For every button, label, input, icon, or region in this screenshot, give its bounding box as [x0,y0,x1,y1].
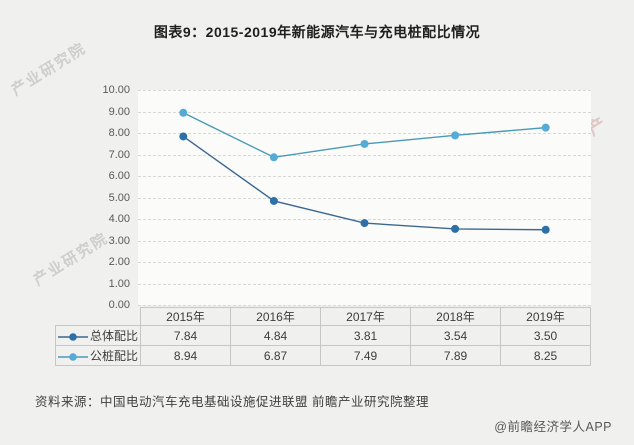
table-value-cell: 3.54 [410,325,501,346]
gridline [138,176,591,177]
table-row-series-0: 总体配比 7.84 4.84 3.81 3.54 3.50 [55,325,591,346]
y-axis-tick-label: 9.00 [108,105,130,118]
table-value-cell: 7.49 [320,345,411,366]
table-value-cell: 8.25 [500,345,591,366]
gridline [138,262,591,263]
data-point-marker [451,224,460,233]
table-value-cell: 3.81 [320,325,411,346]
y-axis-tick-label: 3.00 [108,234,130,247]
data-point-marker [360,219,369,228]
source-note: 资料来源：中国电动汽车充电基础设施促进联盟 前瞻产业研究院整理 [35,395,429,409]
table-corner-cell [56,308,141,326]
page-title: 图表9：2015-2019年新能源汽车与充电桩配比情况 [153,24,481,40]
legend-marker-icon [57,331,89,341]
plot-area [138,90,591,306]
data-point-marker [541,225,550,234]
table-value-cell: 6.87 [230,345,321,366]
series-line-公桩配比 [182,112,546,159]
data-point-marker [269,153,278,162]
gridline [138,240,591,242]
legend-label: 总体配比 [90,329,139,343]
legend-cell-series-1: 公桩配比 [55,345,141,366]
table-value-cell: 7.89 [410,345,501,366]
y-axis-tick-label: 4.00 [108,213,130,225]
table-header-cell: 2018年 [410,307,501,326]
data-table: 2015年 2016年 2017年 2018年 2019年 总体配比 7.84 … [55,307,591,366]
table-value-cell: 3.50 [500,325,591,346]
gridline [138,133,591,134]
gridline [138,154,591,156]
gridline [138,111,591,113]
gridline [138,197,591,199]
y-axis-tick-label: 6.00 [108,170,130,182]
series-line-总体配比 [182,135,546,231]
table-header-cell: 2019年 [500,307,591,326]
table-header-cell: 2016年 [230,307,321,326]
table-value-cell: 7.84 [140,325,231,346]
data-point-marker [179,132,188,141]
legend-label: 公桩配比 [90,349,139,363]
gridline [138,90,591,91]
table-value-cell: 4.84 [230,325,321,346]
legend-cell-series-0: 总体配比 [55,325,141,346]
table-header-cell: 2017年 [320,307,411,326]
y-axis-tick-label: 2.00 [108,256,130,268]
table-header-cell: 2015年 [140,307,231,326]
table-row-series-1: 公桩配比 8.94 6.87 7.49 7.89 8.25 [55,345,591,366]
gridline [138,305,591,306]
y-axis-tick-label: 10.00 [102,84,130,96]
data-point-marker [360,139,369,148]
credit-note: @前瞻经济学人APP [494,420,612,434]
table-value-cell: 8.94 [140,345,231,366]
legend-marker-icon [57,351,89,361]
data-point-marker [269,196,278,205]
table-header-row: 2015年 2016年 2017年 2018年 2019年 [56,307,591,326]
y-axis-tick-label: 5.00 [108,191,130,204]
y-axis-tick-label: 0.00 [108,299,130,311]
data-point-marker [179,108,188,117]
data-point-marker [451,131,460,140]
y-axis-tick-label: 7.00 [108,148,130,161]
data-point-marker [541,123,550,132]
y-axis-tick-label: 8.00 [108,127,130,139]
gridline [138,283,591,285]
y-axis: 10.00 9.00 8.00 7.00 6.00 5.00 4.00 3.00 2.00 1.0… [0,84,130,311]
y-axis-tick-label: 1.00 [108,277,130,290]
line-chart [179,108,550,234]
